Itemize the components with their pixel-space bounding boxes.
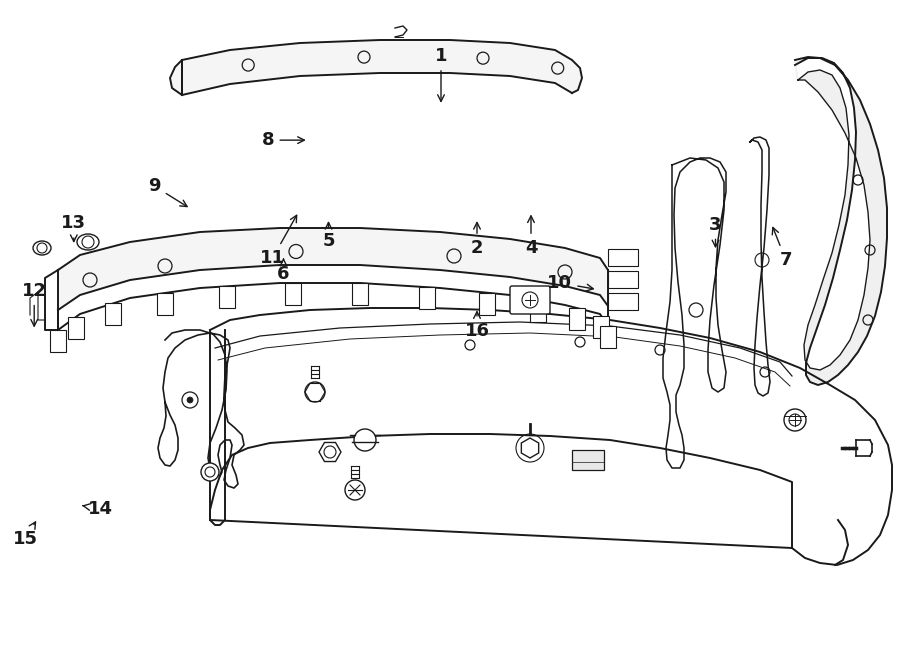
- Text: 5: 5: [322, 223, 335, 251]
- Bar: [219, 286, 235, 308]
- Bar: [529, 300, 545, 322]
- Polygon shape: [210, 308, 892, 565]
- Polygon shape: [58, 228, 608, 310]
- Bar: [608, 293, 638, 310]
- Circle shape: [187, 397, 193, 403]
- Circle shape: [201, 463, 219, 481]
- Polygon shape: [521, 438, 539, 458]
- Bar: [608, 271, 638, 288]
- Circle shape: [354, 429, 376, 451]
- Bar: [572, 450, 604, 470]
- Text: 16: 16: [464, 312, 490, 340]
- Text: 9: 9: [148, 177, 187, 207]
- Polygon shape: [795, 57, 887, 385]
- Polygon shape: [663, 158, 726, 468]
- Bar: [105, 303, 122, 325]
- Bar: [479, 293, 495, 315]
- Circle shape: [305, 382, 325, 402]
- Polygon shape: [750, 137, 770, 396]
- Bar: [593, 316, 609, 338]
- Text: 1: 1: [435, 47, 447, 101]
- Text: 7: 7: [772, 227, 792, 269]
- Bar: [68, 317, 85, 338]
- Polygon shape: [319, 442, 341, 461]
- Text: 2: 2: [471, 223, 483, 257]
- Text: 10: 10: [547, 274, 593, 292]
- Text: 4: 4: [525, 216, 537, 257]
- Polygon shape: [158, 330, 244, 488]
- Text: 15: 15: [13, 522, 38, 548]
- Polygon shape: [170, 40, 582, 95]
- Bar: [352, 283, 368, 305]
- Bar: [157, 293, 173, 315]
- Text: 6: 6: [277, 259, 290, 284]
- FancyBboxPatch shape: [510, 286, 550, 314]
- Bar: [569, 308, 585, 330]
- Bar: [600, 326, 616, 348]
- Circle shape: [345, 480, 365, 500]
- Text: 8: 8: [262, 131, 304, 149]
- Bar: [285, 283, 302, 305]
- Bar: [608, 249, 638, 266]
- Text: 14: 14: [83, 500, 113, 518]
- Ellipse shape: [33, 241, 51, 255]
- Bar: [50, 330, 66, 352]
- Text: 13: 13: [61, 214, 86, 241]
- Bar: [418, 287, 435, 309]
- Ellipse shape: [77, 234, 99, 250]
- Text: 12: 12: [22, 282, 47, 326]
- Text: 3: 3: [709, 215, 722, 247]
- Text: 11: 11: [260, 215, 297, 267]
- Circle shape: [784, 409, 806, 431]
